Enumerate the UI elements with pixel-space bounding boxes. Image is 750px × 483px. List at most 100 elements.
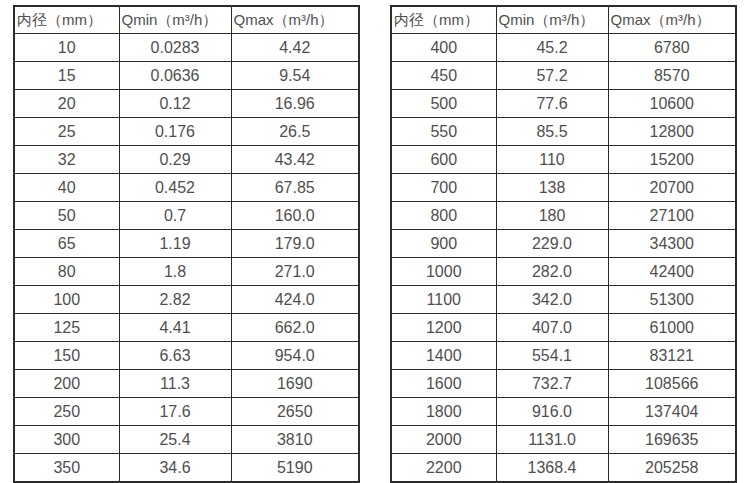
table-cell: 0.29 xyxy=(119,146,231,174)
table-cell: 282.0 xyxy=(496,258,608,286)
table-cell: 180 xyxy=(496,202,608,230)
header-row: 内径（mm） Qmin（m³/h） Qmax（m³/h） xyxy=(391,6,736,34)
table-cell: 1200 xyxy=(391,314,496,342)
flow-rate-spec-page: 内径（mm） Qmin（m³/h） Qmax（m³/h） 100.02834.4… xyxy=(0,0,750,483)
table-cell: 16.96 xyxy=(231,90,359,118)
flow-table-small-diameters: 内径（mm） Qmin（m³/h） Qmax（m³/h） 100.02834.4… xyxy=(13,5,360,483)
table-cell: 229.0 xyxy=(496,230,608,258)
table-cell: 450 xyxy=(391,62,496,90)
table-cell: 50 xyxy=(14,202,119,230)
table-cell: 4.42 xyxy=(231,34,359,62)
table-cell: 80 xyxy=(14,258,119,286)
table-row: 320.2943.42 xyxy=(14,146,359,174)
table-cell: 1400 xyxy=(391,342,496,370)
table-row: 70013820700 xyxy=(391,174,736,202)
table-cell: 342.0 xyxy=(496,286,608,314)
table-cell: 424.0 xyxy=(231,286,359,314)
table-row: 55085.512800 xyxy=(391,118,736,146)
table-cell: 0.0283 xyxy=(119,34,231,62)
table-cell: 65 xyxy=(14,230,119,258)
column-header-diameter: 内径（mm） xyxy=(14,6,119,34)
table-cell: 11.3 xyxy=(119,370,231,398)
table-cell: 0.0636 xyxy=(119,62,231,90)
table-cell: 1800 xyxy=(391,398,496,426)
table-row: 1100342.051300 xyxy=(391,286,736,314)
table-row: 1000282.042400 xyxy=(391,258,736,286)
table-cell: 3810 xyxy=(231,426,359,454)
table-row: 20001131.0169635 xyxy=(391,426,736,454)
table-cell: 200 xyxy=(14,370,119,398)
table-cell: 407.0 xyxy=(496,314,608,342)
table-cell: 954.0 xyxy=(231,342,359,370)
table-row: 30025.43810 xyxy=(14,426,359,454)
table-row: 20011.31690 xyxy=(14,370,359,398)
table-cell: 61000 xyxy=(608,314,736,342)
table-row: 1254.41662.0 xyxy=(14,314,359,342)
table-cell: 20 xyxy=(14,90,119,118)
table-cell: 40 xyxy=(14,174,119,202)
table-cell: 2650 xyxy=(231,398,359,426)
column-header-qmin: Qmin（m³/h） xyxy=(496,6,608,34)
table-row: 801.8271.0 xyxy=(14,258,359,286)
table-cell: 17.6 xyxy=(119,398,231,426)
table-row: 60011015200 xyxy=(391,146,736,174)
table-row: 1600732.7108566 xyxy=(391,370,736,398)
table-cell: 34.6 xyxy=(119,454,231,483)
table-cell: 250 xyxy=(14,398,119,426)
table-row: 200.1216.96 xyxy=(14,90,359,118)
table-cell: 1.8 xyxy=(119,258,231,286)
table-cell: 83121 xyxy=(608,342,736,370)
table-cell: 700 xyxy=(391,174,496,202)
table-cell: 169635 xyxy=(608,426,736,454)
table-row: 250.17626.5 xyxy=(14,118,359,146)
table-cell: 916.0 xyxy=(496,398,608,426)
table-cell: 138 xyxy=(496,174,608,202)
table-cell: 12800 xyxy=(608,118,736,146)
table-cell: 100 xyxy=(14,286,119,314)
table-cell: 1690 xyxy=(231,370,359,398)
table-row: 1400554.183121 xyxy=(391,342,736,370)
table-cell: 26.5 xyxy=(231,118,359,146)
table-cell: 554.1 xyxy=(496,342,608,370)
table-cell: 5190 xyxy=(231,454,359,483)
table-row: 80018027100 xyxy=(391,202,736,230)
table-cell: 137404 xyxy=(608,398,736,426)
table-cell: 150 xyxy=(14,342,119,370)
table-cell: 25.4 xyxy=(119,426,231,454)
table-row: 400.45267.85 xyxy=(14,174,359,202)
table-row: 651.19179.0 xyxy=(14,230,359,258)
table-cell: 85.5 xyxy=(496,118,608,146)
column-header-qmax: Qmax（m³/h） xyxy=(608,6,736,34)
table-cell: 0.7 xyxy=(119,202,231,230)
table-cell: 10600 xyxy=(608,90,736,118)
table-row: 100.02834.42 xyxy=(14,34,359,62)
table-cell: 15 xyxy=(14,62,119,90)
table-cell: 300 xyxy=(14,426,119,454)
table-cell: 108566 xyxy=(608,370,736,398)
table-cell: 2.82 xyxy=(119,286,231,314)
table-row: 50077.610600 xyxy=(391,90,736,118)
table-cell: 1600 xyxy=(391,370,496,398)
table-cell: 9.54 xyxy=(231,62,359,90)
table-cell: 160.0 xyxy=(231,202,359,230)
table-cell: 500 xyxy=(391,90,496,118)
table-cell: 6.63 xyxy=(119,342,231,370)
table-cell: 179.0 xyxy=(231,230,359,258)
table-cell: 0.12 xyxy=(119,90,231,118)
flow-table-large-diameters: 内径（mm） Qmin（m³/h） Qmax（m³/h） 40045.26780… xyxy=(390,5,737,483)
table-cell: 110 xyxy=(496,146,608,174)
table-row: 1506.63954.0 xyxy=(14,342,359,370)
table-row: 40045.26780 xyxy=(391,34,736,62)
table-cell: 15200 xyxy=(608,146,736,174)
table-cell: 1368.4 xyxy=(496,454,608,483)
table-row: 45057.28570 xyxy=(391,62,736,90)
table-cell: 1000 xyxy=(391,258,496,286)
table-cell: 205258 xyxy=(608,454,736,483)
table-cell: 1100 xyxy=(391,286,496,314)
table-cell: 900 xyxy=(391,230,496,258)
table-cell: 550 xyxy=(391,118,496,146)
table-cell: 34300 xyxy=(608,230,736,258)
table-cell: 67.85 xyxy=(231,174,359,202)
column-header-diameter: 内径（mm） xyxy=(391,6,496,34)
table-cell: 2000 xyxy=(391,426,496,454)
